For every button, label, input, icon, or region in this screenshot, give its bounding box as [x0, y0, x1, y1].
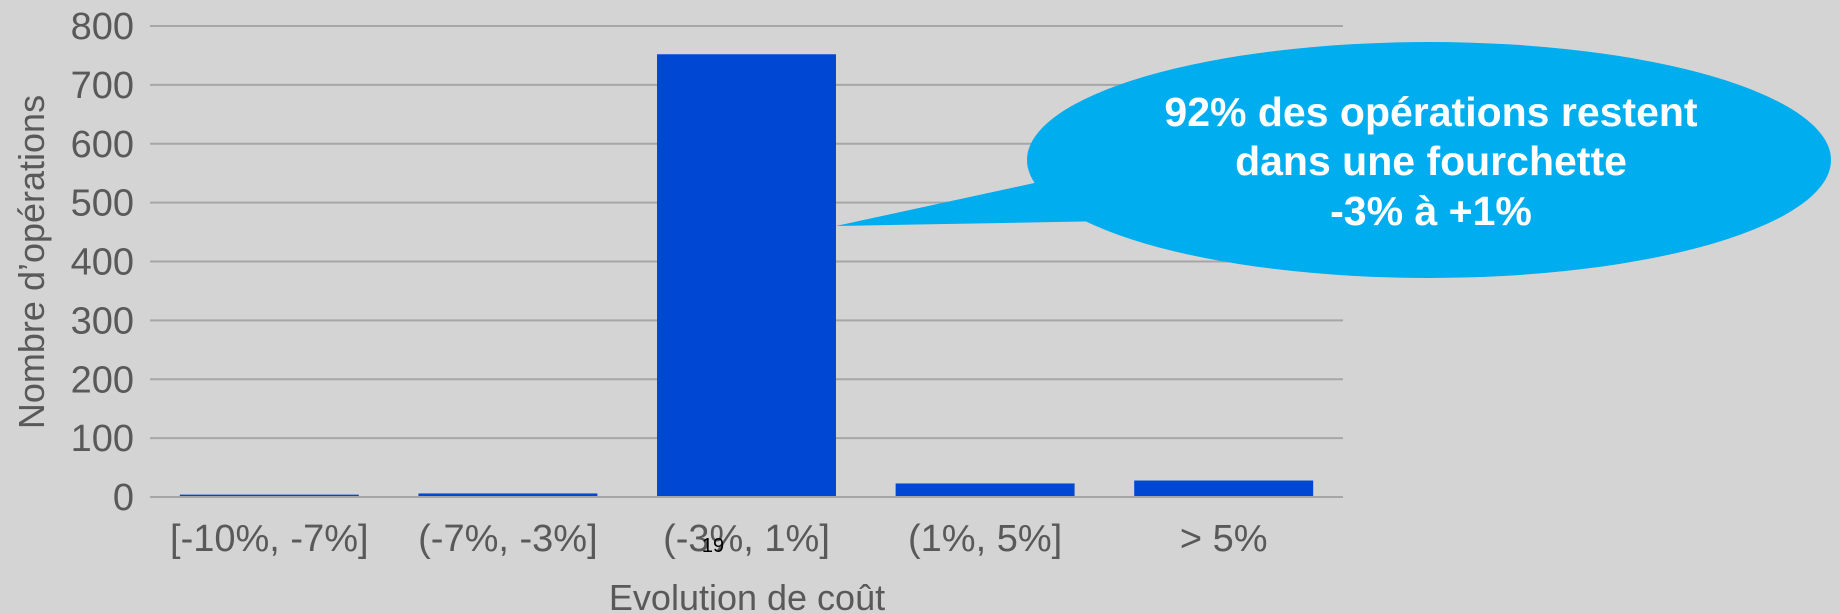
x-tick-label: (-7%, -3%] [418, 518, 597, 560]
x-axis-ticks: [-10%, -7%] (-7%, -3%] (-3%, 1%] (1%, 5%] > … [170, 518, 1268, 560]
y-axis-title: Nombre d’opérations [11, 95, 52, 429]
x-axis-title: Evolution de coût [609, 577, 885, 614]
page-number: 19 [702, 535, 724, 557]
y-tick-label: 400 [71, 242, 134, 284]
y-tick-label: 700 [71, 65, 134, 107]
callout-line: dans une fourchette [1235, 138, 1627, 184]
x-tick-label: [-10%, -7%] [170, 518, 369, 560]
bar [895, 483, 1075, 497]
bar [418, 493, 598, 497]
callout-bubble: 92% des opérations restent dans une fourc… [835, 42, 1831, 278]
y-tick-label: 800 [71, 6, 134, 48]
bar [1134, 480, 1314, 497]
x-tick-label: (-3%, 1%] [663, 518, 830, 560]
y-tick-label: 100 [71, 418, 134, 460]
callout-text: 92% des opérations restent dans une fourc… [1164, 89, 1698, 234]
x-tick-label: > 5% [1180, 518, 1268, 560]
bars [179, 54, 1314, 497]
bar [179, 494, 359, 497]
y-tick-label: 600 [71, 124, 134, 166]
y-tick-label: 300 [71, 300, 134, 342]
callout-line: 92% des opérations restent [1164, 89, 1698, 135]
y-tick-label: 200 [71, 359, 134, 401]
x-tick-label: (1%, 5%] [908, 518, 1062, 560]
y-tick-label: 0 [113, 477, 134, 519]
callout-line: -3% à +1% [1330, 188, 1532, 234]
callout-ellipse [1027, 42, 1831, 278]
y-axis-ticks: 0 100 200 300 400 500 600 700 800 [71, 6, 134, 519]
bar [657, 54, 836, 497]
y-tick-label: 500 [71, 183, 134, 225]
